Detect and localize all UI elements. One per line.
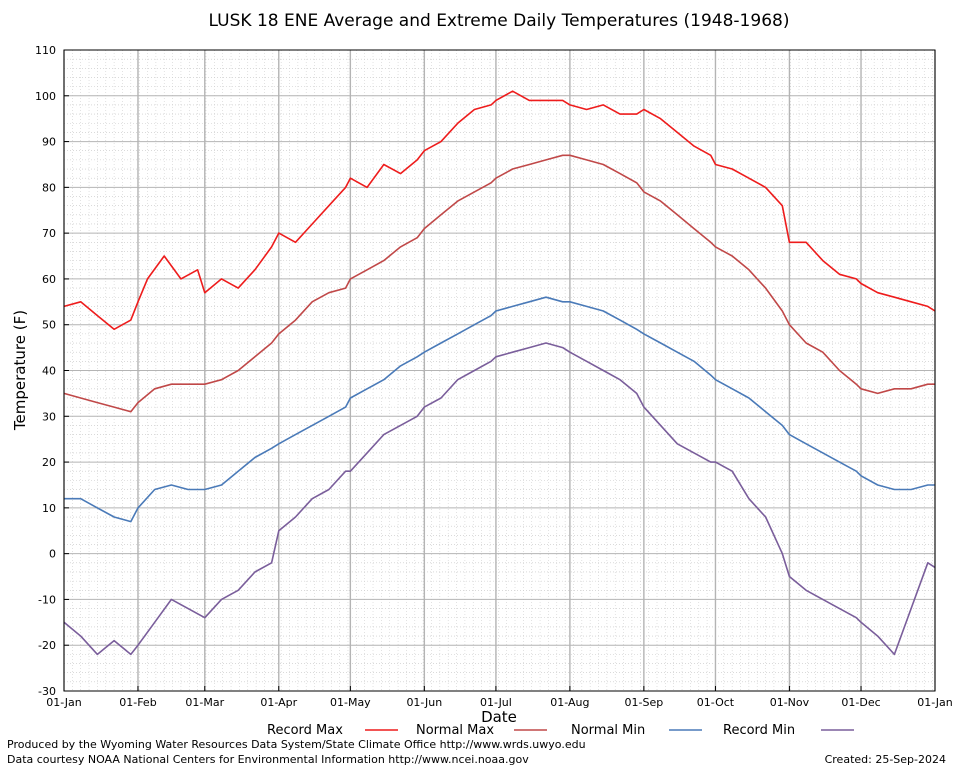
x-tick-label: 01-Sep [625, 696, 664, 709]
legend: Record Max Normal Max Normal Min Record Min [267, 723, 854, 738]
x-tick-label: 01-Apr [260, 696, 297, 709]
minor-grid [63, 50, 935, 691]
series-normal-min-line [64, 296, 935, 523]
x-tick-label: 01-Feb [119, 696, 156, 709]
footer-produced-by: Produced by the Wyoming Water Resources … [7, 738, 586, 751]
series-record-min-line [63, 342, 936, 656]
series-layer [63, 90, 936, 656]
x-axis-label: Date [481, 708, 517, 726]
x-tick-label: 01-Oct [697, 696, 735, 709]
chart-title: LUSK 18 ENE Average and Extreme Daily Te… [209, 11, 790, 31]
x-axis-ticks: 01-Jan 01-Feb 01-Mar 01-Apr 01-May 01-Jun 01-J… [46, 686, 953, 709]
y-tick-label: 50 [42, 319, 56, 332]
y-tick-label: 10 [42, 502, 56, 515]
y-axis-ticks: -30 -20 -10 0 10 20 30 40 50 60 70 80 90 100 110 [35, 44, 69, 698]
legend-label-normal-min: Normal Min [571, 723, 645, 738]
x-tick-label: 01-Jul [480, 696, 512, 709]
y-tick-label: 0 [49, 548, 56, 561]
legend-label-normal-max: Normal Max [416, 723, 494, 738]
y-axis-label: Temperature (F) [11, 310, 29, 431]
x-tick-label: 01-Dec [841, 696, 880, 709]
y-tick-label: 100 [35, 90, 56, 103]
series-record-max-line [63, 90, 936, 331]
x-tick-label: 01-Mar [185, 696, 224, 709]
y-tick-label: 20 [42, 456, 56, 469]
y-tick-label: 60 [42, 273, 56, 286]
y-tick-label: 40 [42, 365, 56, 378]
x-tick-label: 01-Jan [917, 696, 953, 709]
y-tick-label: 30 [42, 410, 56, 423]
x-tick-label: 01-Jan [46, 696, 82, 709]
y-tick-label: -20 [38, 639, 56, 652]
x-tick-label: 01-Nov [770, 696, 810, 709]
x-tick-label: 01-May [330, 696, 371, 709]
y-tick-label: 90 [42, 136, 56, 149]
legend-label-record-max: Record Max [267, 723, 343, 738]
legend-label-record-min: Record Min [723, 723, 795, 738]
y-tick-label: 70 [42, 227, 56, 240]
y-tick-label: 80 [42, 181, 56, 194]
x-tick-label: 01-Aug [550, 696, 589, 709]
series-normal-max-line [63, 154, 935, 413]
y-tick-label: -30 [38, 685, 56, 698]
y-tick-label: 110 [35, 44, 56, 57]
footer-created-date: Created: 25-Sep-2024 [824, 753, 946, 766]
footer-data-courtesy: Data courtesy NOAA National Centers for … [7, 753, 529, 766]
y-tick-label: -10 [38, 593, 56, 606]
x-tick-label: 01-Jun [406, 696, 442, 709]
